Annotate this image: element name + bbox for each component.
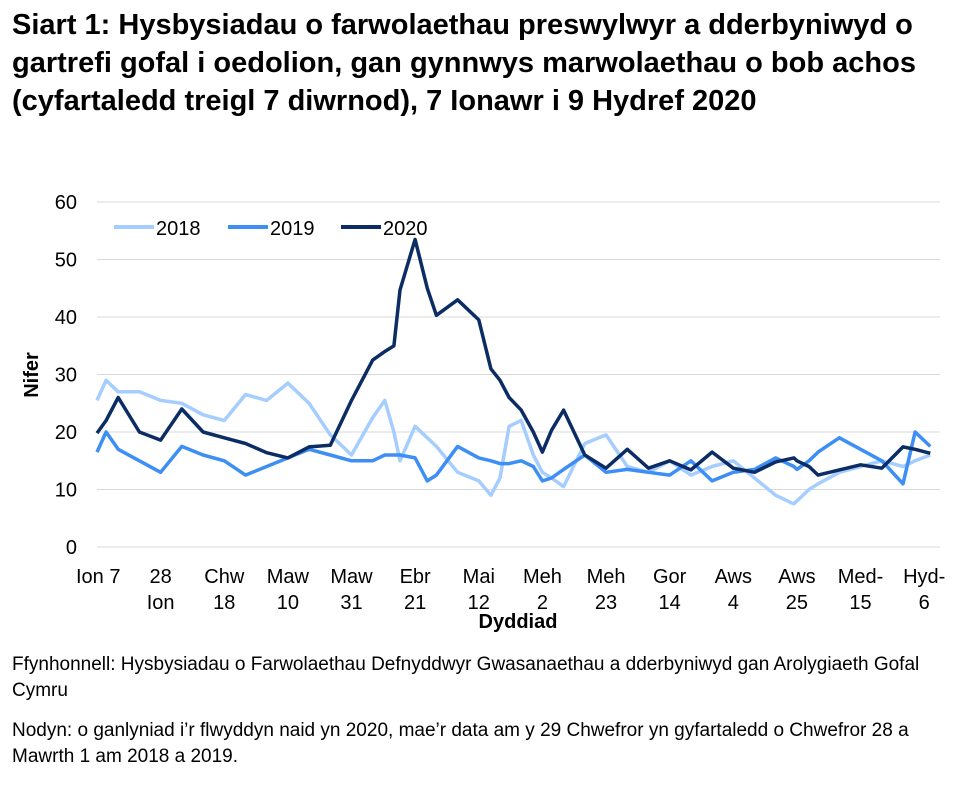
x-tick-label: 15 xyxy=(849,592,871,614)
footnote: Nodyn: o ganlyniad i’r flwyddyn naid yn … xyxy=(12,720,909,767)
y-tick-label: 20 xyxy=(55,422,77,444)
series-line-2019 xyxy=(95,430,932,486)
x-tick-label: 25 xyxy=(786,592,808,614)
x-tick-label: Aws xyxy=(778,566,815,588)
x-tick-label: Chw xyxy=(204,566,245,588)
x-tick-label: 10 xyxy=(277,592,299,614)
x-tick-label: 2 xyxy=(537,592,548,614)
x-tick-label: Meh xyxy=(523,566,562,588)
x-tick-label: Gor xyxy=(653,566,687,588)
y-tick-label: 60 xyxy=(55,192,77,214)
x-tick-label: 14 xyxy=(659,592,681,614)
x-tick-label: Mai xyxy=(463,566,495,588)
y-tick-label: 40 xyxy=(55,307,77,329)
x-tick-label: 18 xyxy=(213,592,235,614)
x-tick-label: Aws xyxy=(715,566,752,588)
legend-label-2019: 2019 xyxy=(270,218,315,240)
source-note: Ffynhonnell: Hysbysiadau o Farwolaethau … xyxy=(12,654,920,701)
x-tick-label: 23 xyxy=(595,592,617,614)
y-tick-label: 0 xyxy=(66,537,77,559)
legend-label-2018: 2018 xyxy=(156,218,201,240)
x-tick-label: Ion 7 xyxy=(76,566,120,588)
x-tick-label: Med- xyxy=(838,566,884,588)
x-tick-label: 21 xyxy=(404,592,426,614)
x-tick-label: Meh xyxy=(587,566,626,588)
x-axis-title: Dyddiad xyxy=(479,611,558,633)
y-tick-label: 10 xyxy=(55,480,77,502)
x-tick-label: Ion xyxy=(147,592,175,614)
x-tick-label: Maw xyxy=(267,566,310,588)
x-tick-label: Hyd- xyxy=(903,566,945,588)
x-tick-label: 12 xyxy=(468,592,490,614)
x-tick-label: 28 xyxy=(150,566,172,588)
y-axis-title: Nifer xyxy=(21,352,43,398)
series-line-2020 xyxy=(95,237,931,477)
x-tick-label: Maw xyxy=(330,566,373,588)
series-line-2018 xyxy=(95,378,931,506)
x-tick-label: 6 xyxy=(919,592,930,614)
x-tick-label: 4 xyxy=(728,592,739,614)
y-tick-label: 30 xyxy=(55,365,77,387)
x-tick-label: Ebr xyxy=(400,566,431,588)
chart-title: Siart 1: Hysbysiadau o farwolaethau pres… xyxy=(12,9,916,117)
y-tick-label: 50 xyxy=(55,250,77,272)
x-tick-label: 31 xyxy=(340,592,362,614)
legend-label-2020: 2020 xyxy=(383,218,428,240)
